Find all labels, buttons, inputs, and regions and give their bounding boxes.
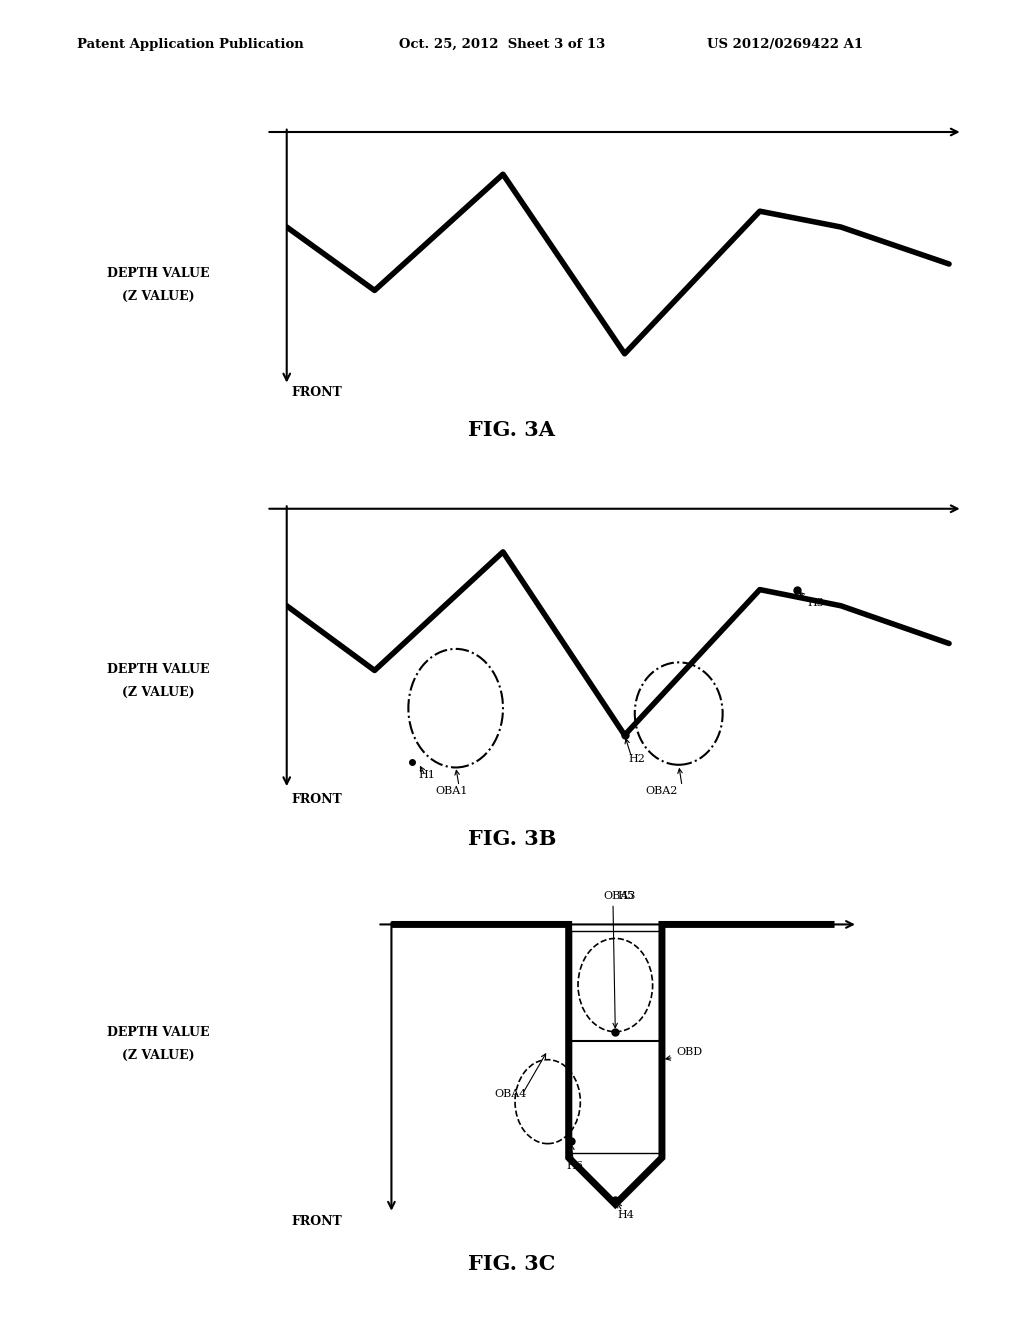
Text: (Z VALUE): (Z VALUE): [123, 685, 195, 698]
Text: H2: H2: [628, 754, 645, 764]
Text: FRONT: FRONT: [292, 1214, 343, 1228]
Text: H5: H5: [617, 891, 635, 900]
Text: FIG. 3A: FIG. 3A: [469, 420, 555, 440]
Text: DEPTH VALUE: DEPTH VALUE: [108, 663, 210, 676]
Text: DEPTH VALUE: DEPTH VALUE: [108, 267, 210, 280]
Text: FIG. 3C: FIG. 3C: [468, 1254, 556, 1274]
Text: OBA4: OBA4: [494, 1089, 526, 1100]
Text: US 2012/0269422 A1: US 2012/0269422 A1: [707, 37, 862, 50]
Text: H4: H4: [617, 1210, 635, 1220]
Text: (Z VALUE): (Z VALUE): [123, 289, 195, 302]
Text: H3: H3: [807, 598, 824, 607]
Text: OBA1: OBA1: [435, 787, 468, 796]
Text: Patent Application Publication: Patent Application Publication: [77, 37, 303, 50]
Text: OBD: OBD: [676, 1047, 702, 1057]
Text: DEPTH VALUE: DEPTH VALUE: [108, 1026, 210, 1039]
Text: OBA2: OBA2: [645, 787, 677, 796]
Text: H1: H1: [419, 771, 435, 780]
Text: FRONT: FRONT: [292, 385, 343, 399]
Text: OBA3: OBA3: [604, 891, 636, 900]
Text: FRONT: FRONT: [292, 792, 343, 805]
Text: H6: H6: [566, 1162, 584, 1171]
Text: FIG. 3B: FIG. 3B: [468, 829, 556, 849]
Text: Oct. 25, 2012  Sheet 3 of 13: Oct. 25, 2012 Sheet 3 of 13: [399, 37, 605, 50]
Text: (Z VALUE): (Z VALUE): [123, 1048, 195, 1061]
